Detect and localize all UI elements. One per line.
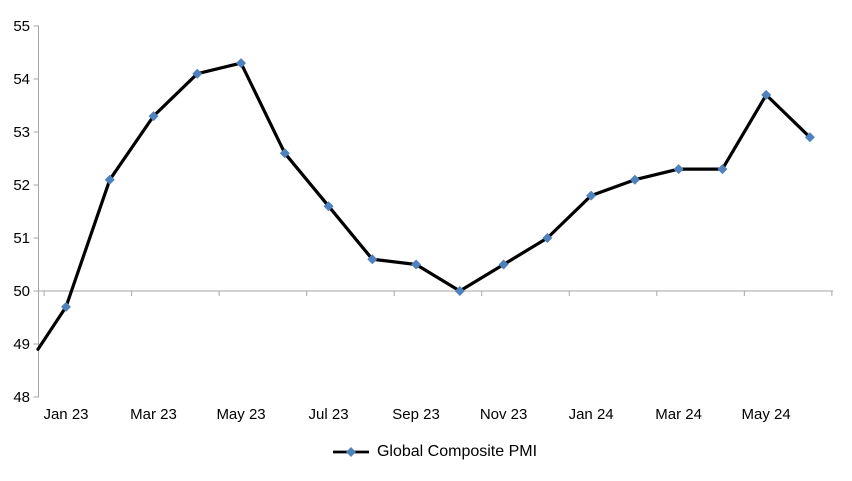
y-tick-label: 55 xyxy=(13,18,30,35)
y-tick-label: 51 xyxy=(13,230,30,247)
legend-marker-diamond-icon xyxy=(345,447,356,457)
x-tick-label: Nov 23 xyxy=(480,406,528,423)
x-tick-label: Mar 23 xyxy=(130,406,177,423)
y-tick-label: 53 xyxy=(13,124,30,141)
x-tick-label: May 24 xyxy=(742,406,791,423)
data-point-marker xyxy=(673,164,684,175)
data-point-marker xyxy=(236,58,247,69)
x-tick-label: Sep 23 xyxy=(392,406,440,423)
data-point-marker xyxy=(761,89,772,100)
data-point-marker xyxy=(192,68,203,79)
x-tick-label: Jan 23 xyxy=(43,406,88,423)
data-point-marker xyxy=(629,174,640,185)
series-line xyxy=(36,61,812,351)
y-tick-label: 49 xyxy=(13,336,30,353)
data-point-marker xyxy=(498,259,509,270)
x-tick-label: Mar 24 xyxy=(655,406,702,423)
data-point-marker xyxy=(61,301,71,312)
x-tick-label: May 23 xyxy=(216,406,265,423)
x-tick-label: Jul 23 xyxy=(309,406,349,423)
data-point-marker xyxy=(367,254,378,265)
data-point-marker xyxy=(542,233,553,243)
data-point-marker xyxy=(454,286,465,296)
data-point-marker xyxy=(148,111,159,122)
y-tick-label: 54 xyxy=(13,71,30,88)
data-point-marker xyxy=(586,190,597,201)
data-point-marker xyxy=(323,201,334,212)
data-point-marker xyxy=(804,132,815,143)
chart-legend: Global Composite PMI xyxy=(38,441,832,463)
x-tick-label: Jan 24 xyxy=(569,406,614,423)
y-tick-label: 48 xyxy=(13,389,30,406)
data-point-marker xyxy=(411,259,422,270)
legend-key-icon xyxy=(332,447,369,457)
legend-label: Global Composite PMI xyxy=(376,443,538,460)
data-point-marker xyxy=(717,164,728,175)
y-tick-label: 50 xyxy=(13,283,30,300)
data-point-marker xyxy=(104,174,115,185)
data-point-marker xyxy=(279,148,290,159)
y-tick-label: 52 xyxy=(13,177,30,194)
